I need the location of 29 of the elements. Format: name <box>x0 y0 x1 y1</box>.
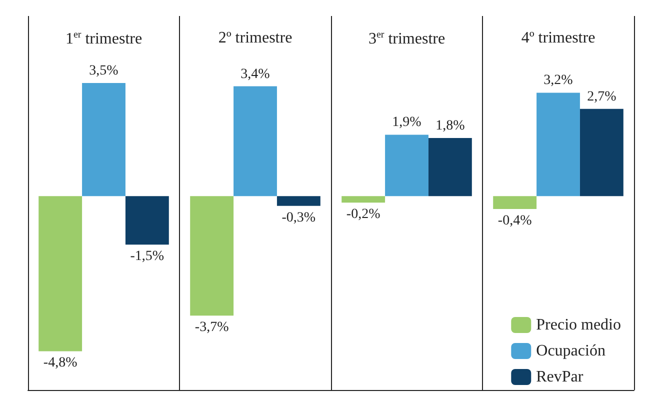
bar <box>125 196 169 245</box>
bar <box>38 196 82 352</box>
x-tick-label: 4º trimestre <box>521 30 596 46</box>
bar <box>385 134 428 196</box>
bar <box>234 86 277 196</box>
data-label: 1,8% <box>436 118 466 134</box>
bar <box>580 108 624 196</box>
data-label: -3,7% <box>194 320 230 336</box>
data-label: -0,3% <box>282 210 316 226</box>
bar <box>276 196 320 206</box>
data-label: 1,9% <box>392 115 422 130</box>
data-label: -4,8% <box>43 356 78 371</box>
data-label: -1,5% <box>130 249 164 264</box>
data-label: -0,2% <box>346 207 381 222</box>
data-label: 2,7% <box>587 89 617 104</box>
x-tick-label: 2º trimestre <box>218 30 292 46</box>
legend-label: Ocupación <box>536 342 606 360</box>
bar <box>342 196 386 203</box>
data-label: 3,5% <box>89 64 119 79</box>
legend-label: RevPar <box>536 368 584 386</box>
bar <box>536 92 580 196</box>
bar <box>82 83 126 196</box>
bar <box>428 138 472 196</box>
data-label: 3,2% <box>544 73 574 88</box>
data-label: 3,4% <box>240 66 270 82</box>
legend-label: Precio medio <box>536 316 622 334</box>
data-label: -0,4% <box>498 214 532 229</box>
bar <box>190 196 234 316</box>
bar <box>493 196 537 210</box>
